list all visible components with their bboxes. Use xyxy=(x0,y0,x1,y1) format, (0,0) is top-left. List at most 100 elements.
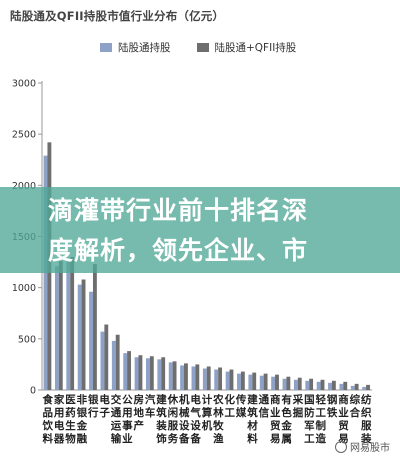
bar-s2-7 xyxy=(127,351,131,390)
bar-s1-20 xyxy=(271,376,276,390)
x-tick-label-1: 家用电器 xyxy=(53,393,65,445)
bar-s2-24 xyxy=(320,379,325,390)
bar-s2-19 xyxy=(263,373,268,390)
overlay-banner: 滴灌带行业前十排名深 度解析，领先企业、市 xyxy=(0,187,400,273)
x-tick-label-16: 化工 xyxy=(225,393,236,419)
bar-s1-22 xyxy=(293,379,298,390)
x-tick-label-23: 国防军工 xyxy=(304,394,315,445)
legend-item-series-1: 陆股通持股 xyxy=(100,40,171,55)
x-tick-label-20: 商业贸易 xyxy=(270,393,281,445)
bar-s2-22 xyxy=(297,377,302,390)
x-tick-label-26: 商业贸易 xyxy=(338,393,349,445)
legend-label-series-1: 陆股通持股 xyxy=(118,42,171,54)
x-tick-label-22: 采掘 xyxy=(292,393,304,419)
x-tick-label-10: 建筑装饰 xyxy=(155,393,167,445)
x-tick-label-3: 非银金融 xyxy=(76,393,88,445)
bar-s1-28 xyxy=(362,386,367,390)
bar-s2-2 xyxy=(70,256,75,390)
legend-swatch-series-2 xyxy=(196,43,209,52)
x-tick-label-18: 建筑材料 xyxy=(246,393,258,445)
bar-s1-5 xyxy=(100,331,105,390)
bar-s2-14 xyxy=(206,366,211,390)
overlay-headline-line-1: 滴灌带行业前十排名深 xyxy=(48,196,309,225)
legend-label-series-2: 陆股通+QFII持股 xyxy=(214,42,297,54)
bar-s1-7 xyxy=(123,353,128,390)
x-tick-label-2: 医药生物 xyxy=(65,394,76,445)
bar-s1-23 xyxy=(305,380,310,390)
bar-s1-12 xyxy=(180,365,185,390)
bar-s1-10 xyxy=(157,359,162,390)
bar-s1-3 xyxy=(77,284,82,390)
y-tick-label-2: 1000 xyxy=(12,283,36,294)
bar-s2-8 xyxy=(138,355,143,390)
bar-s2-17 xyxy=(240,371,245,390)
bar-s2-10 xyxy=(161,357,166,390)
bar-s2-3 xyxy=(81,279,86,390)
x-tick-label-8: 房地产 xyxy=(133,393,144,432)
bar-s1-4 xyxy=(89,291,93,390)
bar-s2-12 xyxy=(184,363,188,390)
x-tick-label-12: 机械设备 xyxy=(178,393,190,445)
x-tick-label-17: 传媒 xyxy=(235,393,247,419)
x-tick-label-4: 银行 xyxy=(87,393,99,419)
x-tick-label-21: 有色金属 xyxy=(280,393,292,445)
bar-s1-19 xyxy=(259,375,264,390)
bar-s1-21 xyxy=(282,378,287,390)
watermark-text: 网易股市 xyxy=(350,443,390,454)
bar-s2-15 xyxy=(218,367,223,390)
x-tick-label-25: 钢铁 xyxy=(327,393,338,419)
legend-swatch-series-1 xyxy=(100,43,112,52)
bar-s1-14 xyxy=(202,368,207,390)
bar-s1-8 xyxy=(134,357,139,390)
bar-s2-1 xyxy=(58,261,63,390)
y-tick-label-6: 3000 xyxy=(12,79,36,90)
x-tick-label-6: 交通运输 xyxy=(111,393,122,445)
bar-s1-26 xyxy=(339,383,344,390)
bar-s1-1 xyxy=(54,266,59,390)
x-tick-label-14: 计算机 xyxy=(202,393,213,432)
bar-s1-2 xyxy=(66,262,71,390)
bar-s2-27 xyxy=(354,383,359,390)
y-tick-label-1: 500 xyxy=(18,334,36,345)
x-tick-label-5: 电子 xyxy=(99,393,110,419)
bar-s2-16 xyxy=(229,369,234,390)
watermark: 网易股市 xyxy=(335,439,390,454)
x-tick-label-24: 轻工制造 xyxy=(316,393,327,445)
bar-s1-15 xyxy=(214,369,219,390)
y-tick-label-5: 2500 xyxy=(12,130,36,141)
bar-s2-20 xyxy=(275,374,279,390)
x-tick-label-19: 通信 xyxy=(259,394,270,419)
y-tick-label-4: 2000 xyxy=(12,181,36,192)
legend-item-series-2: 陆股通+QFII持股 xyxy=(196,40,297,55)
bar-s2-13 xyxy=(195,364,200,390)
bar-s2-26 xyxy=(343,381,348,390)
x-tick-label-11: 休闲服务 xyxy=(167,393,179,445)
bar-s1-18 xyxy=(248,374,253,390)
bar-s1-13 xyxy=(191,366,196,390)
bar-s2-28 xyxy=(366,384,370,390)
x-tick-label-28: 纺织服装 xyxy=(360,393,372,445)
x-tick-label-15: 农林牧渔 xyxy=(212,393,224,445)
bar-s1-6 xyxy=(111,340,116,390)
bar-s2-21 xyxy=(286,376,291,390)
bar-s2-9 xyxy=(149,356,154,390)
bar-s2-23 xyxy=(309,378,314,390)
x-tick-label-7: 公用事业 xyxy=(121,394,133,445)
bar-s2-11 xyxy=(172,361,177,390)
bar-s1-9 xyxy=(146,358,150,390)
chart-legend: 陆股通持股 陆股通+QFII持股 xyxy=(100,40,296,55)
y-tick-label-0: 0 xyxy=(30,386,36,397)
overlay-headline-line-2: 度解析，领先企业、市 xyxy=(48,236,309,265)
bar-s2-18 xyxy=(252,372,257,390)
x-tick-label-9: 汽车 xyxy=(145,393,156,419)
bar-s1-25 xyxy=(328,382,332,390)
bar-s2-6 xyxy=(115,334,120,390)
bar-s1-16 xyxy=(225,371,230,390)
bar-s1-27 xyxy=(350,385,355,390)
bar-s2-5 xyxy=(104,324,109,390)
bar-s2-4 xyxy=(92,264,97,390)
bar-s1-11 xyxy=(168,362,173,390)
bar-s2-25 xyxy=(331,380,336,390)
watermark-logo-icon xyxy=(335,440,347,453)
